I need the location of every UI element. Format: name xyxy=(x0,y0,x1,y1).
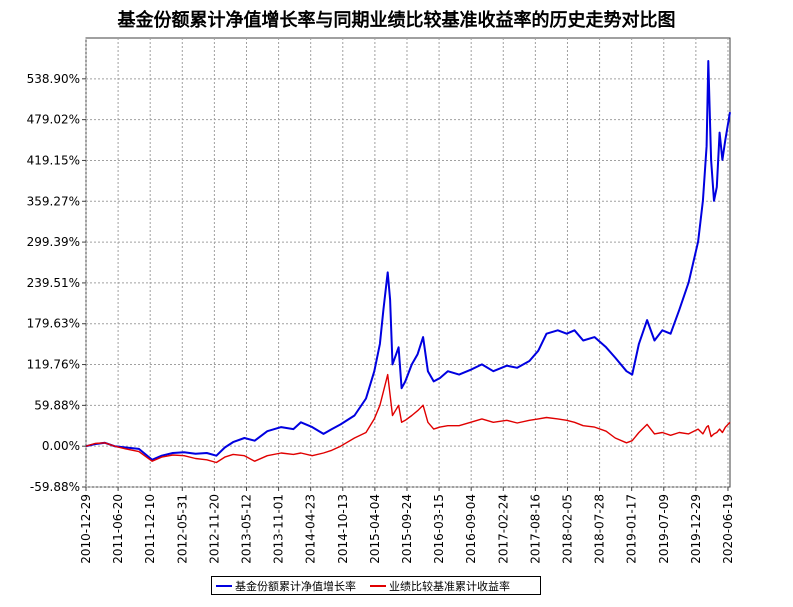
ytick-label: 479.02% xyxy=(27,113,80,127)
fund-series-line xyxy=(85,60,731,461)
ytick-label: 119.76% xyxy=(27,358,80,372)
xtick-label: 2010-12-29 xyxy=(79,494,93,564)
chart-title: 基金份额累计净值增长率与同期业绩比较基准收益率的历史走势对比图 xyxy=(117,10,676,31)
xtick-label: 2012-11-20 xyxy=(207,494,221,564)
ytick-label: 179.63% xyxy=(27,317,80,331)
ytick-label: 419.15% xyxy=(27,153,80,167)
xtick-label: 2020-06-19 xyxy=(721,494,735,564)
xtick-label: 2014-10-13 xyxy=(336,494,350,564)
ytick-label: 359.27% xyxy=(27,194,80,208)
ytick-label: 299.39% xyxy=(27,235,80,249)
xtick-label: 2018-07-28 xyxy=(593,494,607,564)
xtick-label: 2015-09-24 xyxy=(400,494,414,564)
legend-item-fund: 基金份额累计净值增长率 xyxy=(216,578,356,594)
xtick-label: 2014-04-23 xyxy=(304,494,318,564)
ytick-label: 239.51% xyxy=(27,276,80,290)
y-axis: -59.88% 0.00% 59.88% 119.76% 179.63% 239.51% 2… xyxy=(27,72,86,494)
xtick-label: 2016-03-15 xyxy=(432,494,446,564)
legend: 基金份额累计净值增长率 业绩比较基准累计收益率 xyxy=(211,576,541,595)
xtick-label: 2015-04-04 xyxy=(368,494,382,564)
xtick-label: 2019-01-17 xyxy=(625,494,639,564)
ytick-label: 538.90% xyxy=(27,72,80,86)
xtick-label: 2017-02-24 xyxy=(496,494,510,564)
xtick-label: 2011-12-10 xyxy=(143,494,157,564)
x-axis: 2010-12-29 2011-06-20 2011-12-10 2012-05-31… xyxy=(79,487,735,564)
grid-horizontal xyxy=(86,78,730,488)
ytick-label: -59.88% xyxy=(30,480,80,494)
xtick-label: 2019-12-29 xyxy=(689,494,703,564)
xtick-label: 2016-09-04 xyxy=(464,494,478,564)
xtick-label: 2017-08-16 xyxy=(528,494,542,564)
benchmark-series-line xyxy=(85,373,731,464)
ytick-label: 59.88% xyxy=(34,398,80,412)
legend-swatch-fund xyxy=(216,584,232,587)
grid-vertical xyxy=(85,38,729,487)
xtick-label: 2011-06-20 xyxy=(111,494,125,564)
xtick-label: 2013-11-01 xyxy=(272,494,286,564)
series-layer xyxy=(85,60,731,464)
ytick-label: 0.00% xyxy=(42,439,80,453)
xtick-label: 2012-05-31 xyxy=(175,494,189,564)
xtick-label: 2018-02-05 xyxy=(560,494,574,564)
legend-swatch-benchmark xyxy=(370,584,386,587)
plot-area xyxy=(85,37,731,488)
legend-label-benchmark: 业绩比较基准累计收益率 xyxy=(389,579,510,593)
legend-item-benchmark: 业绩比较基准累计收益率 xyxy=(370,578,510,594)
legend-label-fund: 基金份额累计净值增长率 xyxy=(235,579,356,593)
xtick-label: 2019-07-09 xyxy=(657,494,671,564)
xtick-label: 2013-05-12 xyxy=(239,494,253,564)
